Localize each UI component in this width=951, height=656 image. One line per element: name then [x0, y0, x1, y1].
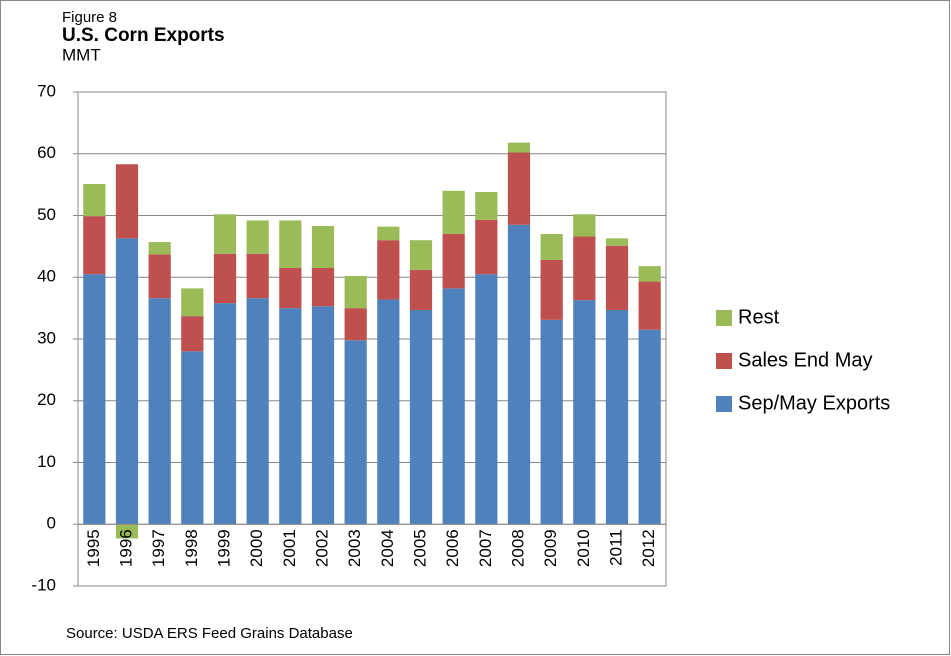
- x-tick-label: 1995: [84, 529, 103, 567]
- bar-segment: [148, 254, 171, 299]
- bar-segment: [181, 288, 204, 317]
- bar-segment: [442, 288, 465, 525]
- bar-segment: [148, 242, 171, 255]
- bar-segment: [507, 142, 531, 153]
- legend-label: Sep/May Exports: [738, 392, 890, 414]
- bar-segment: [475, 274, 498, 525]
- bar-segment: [475, 192, 498, 220]
- bar-segment: [605, 238, 629, 246]
- bar-segment: [83, 274, 106, 525]
- y-tick-label: 40: [37, 267, 56, 286]
- bar-segment: [311, 267, 335, 307]
- bar-segment: [409, 269, 433, 310]
- x-tick-label: 2003: [345, 529, 364, 567]
- x-tick-label: 2002: [312, 529, 331, 567]
- plot-border: [77, 91, 667, 587]
- x-tick-label: 1996: [116, 529, 135, 567]
- legend-swatch: [716, 396, 732, 412]
- x-tick-label: 2006: [443, 529, 462, 567]
- bar-segment: [213, 253, 237, 304]
- bar-segment: [213, 214, 237, 254]
- x-tick-label: 2010: [574, 529, 593, 567]
- legend-label: Sales End May: [738, 349, 873, 371]
- bar-segment: [181, 351, 204, 525]
- x-tick-label: 1999: [214, 529, 233, 567]
- y-tick-label: 0: [47, 514, 56, 533]
- bar-segment: [344, 308, 367, 341]
- y-tick-label: 20: [37, 390, 56, 409]
- legend-swatch: [716, 310, 732, 326]
- y-tick-label: -10: [31, 575, 56, 594]
- legend-swatch: [716, 353, 732, 369]
- x-tick-label: 2001: [280, 529, 299, 567]
- bar-segment: [540, 319, 563, 525]
- x-tick-label: 2000: [247, 529, 266, 567]
- bar-segment: [377, 226, 400, 241]
- bar-segment: [148, 298, 171, 525]
- bar-segment: [377, 299, 400, 525]
- bar-segment: [507, 152, 531, 225]
- bar-segment: [83, 216, 106, 275]
- bar-segment: [83, 184, 106, 217]
- legend-label: Rest: [738, 306, 780, 328]
- bar-segment: [507, 224, 531, 525]
- bar-segment: [638, 329, 661, 525]
- bar-segment: [638, 266, 661, 282]
- bar-segment: [409, 309, 433, 525]
- y-tick-label: 10: [37, 452, 56, 471]
- y-tick-label: 50: [37, 205, 56, 224]
- source-note: Source: USDA ERS Feed Grains Database: [66, 625, 353, 642]
- bar-segment: [279, 220, 302, 268]
- bar-segment: [213, 303, 237, 525]
- bar-segment: [573, 214, 596, 237]
- bar-segment: [246, 253, 269, 299]
- y-tick-label: 70: [37, 81, 56, 100]
- bar-segment: [279, 308, 302, 525]
- x-tick-label: 2007: [476, 529, 495, 567]
- bar-segment: [279, 267, 302, 309]
- bar-segment: [344, 276, 367, 309]
- bar-segment: [115, 238, 139, 525]
- bar-segment: [638, 281, 661, 330]
- bar-segment: [442, 190, 465, 235]
- y-tick-label: 30: [37, 328, 56, 347]
- y-tick-label: 60: [37, 143, 56, 162]
- bar-segment: [115, 164, 139, 239]
- bar-segment: [605, 309, 629, 525]
- bar-segment: [181, 316, 204, 352]
- bar-segment: [540, 234, 563, 260]
- bar-segment: [311, 306, 335, 525]
- x-tick-label: 2011: [606, 529, 625, 566]
- bar-segment: [540, 259, 563, 320]
- bar-segment: [442, 234, 465, 289]
- x-tick-label: 2005: [410, 529, 429, 567]
- x-tick-label: 2009: [541, 529, 560, 567]
- chart-title: U.S. Corn Exports: [62, 25, 225, 46]
- bar-segment: [311, 225, 335, 268]
- bar-segment: [605, 245, 629, 310]
- bar-segment: [246, 298, 269, 525]
- y-axis-label: MMT: [62, 45, 101, 64]
- plot-area: -10 0 10 20 30 40 50 60 70 1995 1996 1997 1998 1999 20…: [31, 81, 890, 594]
- bar-segment: [573, 300, 596, 525]
- bar-segment: [573, 236, 596, 301]
- x-tick-label: 1998: [182, 529, 201, 567]
- bar-segment: [115, 524, 139, 539]
- bar-segment: [377, 240, 400, 300]
- bar-segment: [344, 340, 367, 525]
- x-tick-label: 2008: [508, 529, 527, 567]
- x-tick-label: 2004: [378, 529, 397, 567]
- figure-label: Figure 8: [62, 9, 117, 26]
- bar-segment: [475, 219, 498, 275]
- bar-segment: [246, 220, 269, 254]
- bar-segment: [409, 240, 433, 270]
- x-tick-label: 2012: [639, 529, 658, 567]
- x-tick-label: 1997: [149, 529, 168, 567]
